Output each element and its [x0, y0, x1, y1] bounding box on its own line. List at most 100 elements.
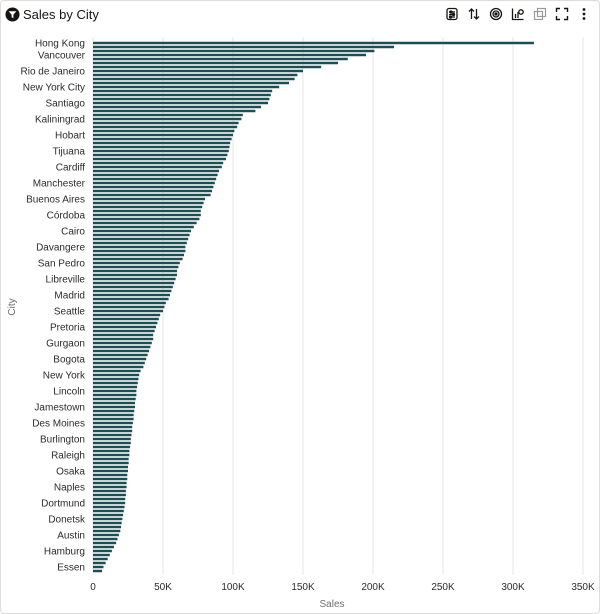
- bar[interactable]: [93, 349, 149, 353]
- bar[interactable]: [93, 421, 133, 425]
- bar[interactable]: [93, 117, 242, 121]
- bar[interactable]: [93, 397, 136, 401]
- bar[interactable]: [93, 537, 118, 541]
- bar[interactable]: [93, 201, 204, 205]
- bar[interactable]: [93, 501, 126, 505]
- bar[interactable]: [93, 269, 177, 273]
- bar[interactable]: [93, 357, 147, 361]
- bar[interactable]: [93, 333, 154, 337]
- bar[interactable]: [93, 477, 128, 481]
- bar[interactable]: [93, 57, 348, 61]
- bar[interactable]: [93, 361, 145, 365]
- bar[interactable]: [93, 185, 214, 189]
- bar[interactable]: [93, 97, 270, 101]
- bar[interactable]: [93, 281, 175, 285]
- bar[interactable]: [93, 493, 126, 497]
- bar[interactable]: [93, 169, 219, 173]
- sort-icon[interactable]: [463, 4, 485, 24]
- bar[interactable]: [93, 125, 238, 129]
- bar[interactable]: [93, 85, 280, 89]
- bar[interactable]: [93, 241, 187, 245]
- bar[interactable]: [93, 565, 104, 569]
- bar[interactable]: [93, 529, 121, 533]
- bar[interactable]: [93, 73, 298, 77]
- bar[interactable]: [93, 141, 231, 145]
- bar[interactable]: [93, 345, 151, 349]
- bar[interactable]: [93, 405, 135, 409]
- bar[interactable]: [93, 273, 177, 277]
- bar[interactable]: [93, 133, 233, 137]
- bar[interactable]: [93, 193, 211, 197]
- bar[interactable]: [93, 425, 133, 429]
- copy-icon[interactable]: [529, 4, 551, 24]
- bar[interactable]: [93, 385, 138, 389]
- bar[interactable]: [93, 445, 131, 449]
- more-icon[interactable]: [573, 4, 595, 24]
- bar[interactable]: [93, 253, 184, 257]
- bar[interactable]: [93, 129, 235, 133]
- bar[interactable]: [93, 441, 131, 445]
- bar[interactable]: [93, 165, 222, 169]
- bar[interactable]: [93, 433, 132, 437]
- bar[interactable]: [93, 453, 130, 457]
- bar[interactable]: [93, 225, 194, 229]
- bar[interactable]: [93, 373, 140, 377]
- bar[interactable]: [93, 461, 129, 465]
- bar[interactable]: [93, 485, 127, 489]
- bar[interactable]: [93, 557, 108, 561]
- bar[interactable]: [93, 393, 137, 397]
- bar[interactable]: [93, 505, 125, 509]
- filter-badge-icon[interactable]: [5, 7, 20, 22]
- bar[interactable]: [93, 181, 215, 185]
- bar[interactable]: [93, 481, 127, 485]
- bar[interactable]: [93, 229, 191, 233]
- bar[interactable]: [93, 465, 128, 469]
- bar[interactable]: [93, 369, 141, 373]
- bar[interactable]: [93, 177, 217, 181]
- bar[interactable]: [93, 237, 189, 241]
- bar[interactable]: [93, 521, 122, 525]
- bar[interactable]: [93, 469, 128, 473]
- bar[interactable]: [93, 377, 139, 381]
- bar[interactable]: [93, 173, 218, 177]
- bar[interactable]: [93, 77, 295, 81]
- bar[interactable]: [93, 113, 243, 117]
- bar[interactable]: [93, 61, 338, 65]
- bar[interactable]: [93, 161, 224, 165]
- bar[interactable]: [93, 337, 154, 341]
- bar[interactable]: [93, 41, 534, 45]
- bar[interactable]: [93, 245, 186, 249]
- bar[interactable]: [93, 413, 134, 417]
- bar[interactable]: [93, 277, 176, 281]
- bar[interactable]: [93, 93, 271, 97]
- bar[interactable]: [93, 189, 212, 193]
- bar[interactable]: [93, 81, 289, 85]
- bar[interactable]: [93, 449, 130, 453]
- bar[interactable]: [93, 221, 197, 225]
- bar[interactable]: [93, 409, 135, 413]
- bar[interactable]: [93, 285, 173, 289]
- bar[interactable]: [93, 209, 201, 213]
- bar[interactable]: [93, 341, 152, 345]
- bar[interactable]: [93, 553, 110, 557]
- bar[interactable]: [93, 197, 205, 201]
- bar[interactable]: [93, 53, 366, 57]
- bar[interactable]: [93, 89, 273, 93]
- bar[interactable]: [93, 153, 228, 157]
- bar[interactable]: [93, 121, 239, 125]
- bar[interactable]: [93, 261, 180, 265]
- bar[interactable]: [93, 389, 137, 393]
- bar[interactable]: [93, 473, 128, 477]
- bar[interactable]: [93, 489, 126, 493]
- bar[interactable]: [93, 145, 230, 149]
- bar[interactable]: [93, 329, 155, 333]
- bar[interactable]: [93, 105, 261, 109]
- bar[interactable]: [93, 497, 126, 501]
- bar[interactable]: [93, 305, 165, 309]
- bar[interactable]: [93, 297, 169, 301]
- target-icon[interactable]: [485, 4, 507, 24]
- bar[interactable]: [93, 313, 161, 317]
- bar[interactable]: [93, 509, 124, 513]
- bar[interactable]: [93, 265, 179, 269]
- bar[interactable]: [93, 137, 232, 141]
